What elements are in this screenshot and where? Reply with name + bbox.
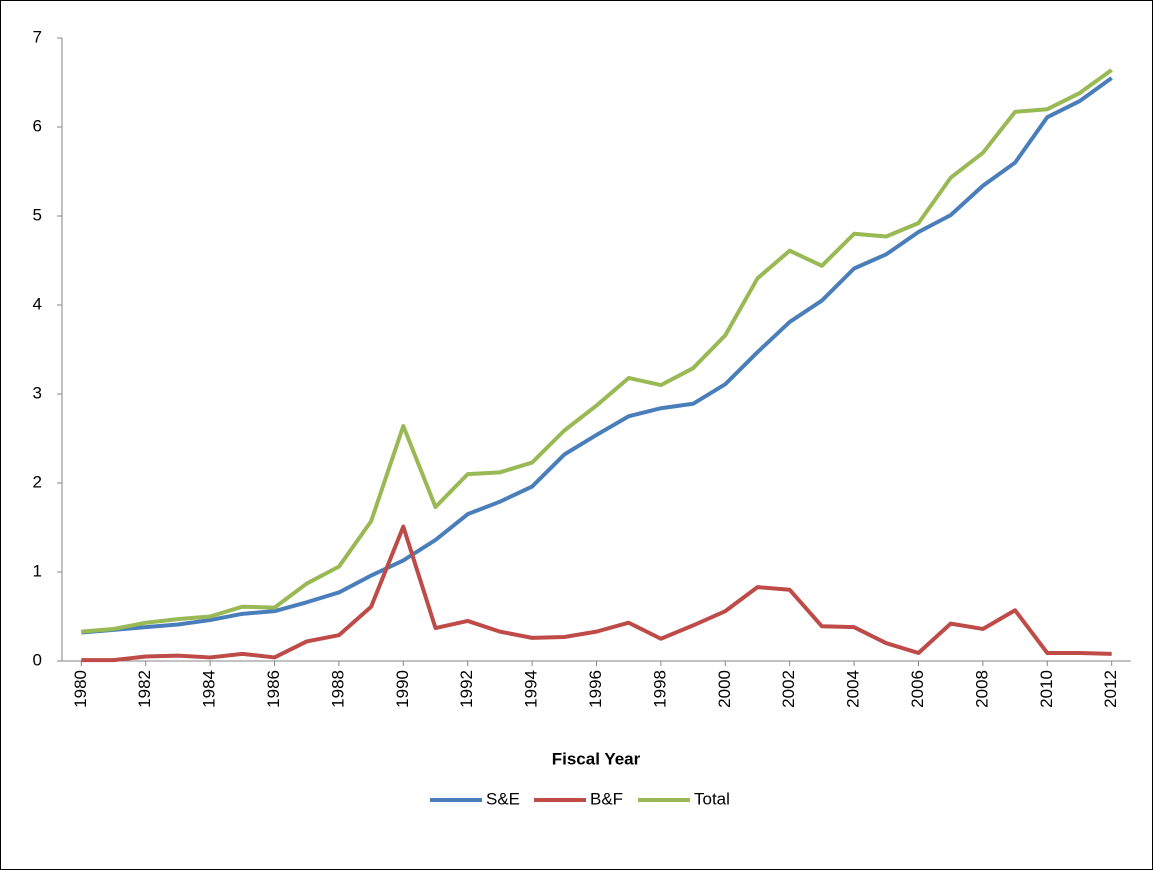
x-tick-label: 1994 bbox=[522, 670, 541, 708]
x-tick-label: 2006 bbox=[908, 670, 927, 708]
legend-label: Total bbox=[694, 789, 730, 808]
y-tick-label: 6 bbox=[33, 116, 42, 135]
x-tick-label: 1980 bbox=[71, 670, 90, 708]
series-line bbox=[81, 76, 1113, 635]
x-tick-label: 1982 bbox=[135, 670, 154, 708]
x-tick-label: 2010 bbox=[1037, 670, 1056, 708]
x-tick-label: 2002 bbox=[779, 670, 798, 708]
legend-label: S&E bbox=[486, 789, 520, 808]
x-tick-label: 1996 bbox=[586, 670, 605, 708]
x-axis-title: Fiscal Year bbox=[552, 749, 641, 768]
x-tick-label: 1992 bbox=[457, 670, 476, 708]
series-line bbox=[81, 68, 1113, 634]
y-tick-label: 4 bbox=[33, 294, 42, 313]
series-line bbox=[81, 524, 1112, 663]
x-tick-label: 1990 bbox=[393, 670, 412, 708]
y-tick-label: 2 bbox=[33, 472, 42, 491]
y-tick-label: 1 bbox=[33, 561, 42, 580]
x-tick-label: 1988 bbox=[328, 670, 347, 708]
y-tick-label: 0 bbox=[33, 650, 42, 669]
x-tick-label: 2004 bbox=[844, 670, 863, 708]
y-tick-label: 5 bbox=[33, 205, 42, 224]
x-tick-label: 1986 bbox=[264, 670, 283, 708]
x-tick-label: 2008 bbox=[972, 670, 991, 708]
y-tick-label: 3 bbox=[33, 383, 42, 402]
x-tick-label: 1984 bbox=[200, 670, 219, 708]
x-tick-label: 1998 bbox=[650, 670, 669, 708]
x-tick-label: 2012 bbox=[1101, 670, 1120, 708]
legend-label: B&F bbox=[590, 789, 623, 808]
x-tick-label: 2000 bbox=[715, 670, 734, 708]
y-tick-label: 7 bbox=[33, 27, 42, 46]
